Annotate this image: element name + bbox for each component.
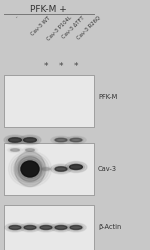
Ellipse shape bbox=[38, 224, 54, 231]
Text: *: * bbox=[59, 62, 63, 72]
Ellipse shape bbox=[55, 167, 67, 171]
Ellipse shape bbox=[20, 223, 40, 232]
Ellipse shape bbox=[15, 152, 45, 186]
Bar bbox=[4, 205, 94, 250]
Ellipse shape bbox=[40, 226, 52, 230]
Ellipse shape bbox=[70, 138, 82, 142]
Text: *: * bbox=[44, 62, 48, 72]
Ellipse shape bbox=[69, 164, 82, 170]
Bar bbox=[4, 75, 94, 127]
Ellipse shape bbox=[55, 167, 67, 171]
Ellipse shape bbox=[21, 161, 39, 177]
Ellipse shape bbox=[18, 156, 42, 182]
Ellipse shape bbox=[21, 136, 39, 143]
Ellipse shape bbox=[9, 226, 21, 230]
Text: -: - bbox=[15, 15, 20, 20]
Ellipse shape bbox=[9, 138, 21, 142]
Bar bbox=[4, 143, 94, 195]
Ellipse shape bbox=[21, 161, 39, 177]
Text: PFK-M +: PFK-M + bbox=[30, 5, 66, 14]
Ellipse shape bbox=[66, 223, 86, 232]
Ellipse shape bbox=[5, 223, 25, 232]
Ellipse shape bbox=[66, 136, 86, 144]
Ellipse shape bbox=[24, 138, 36, 142]
Ellipse shape bbox=[53, 224, 69, 231]
Ellipse shape bbox=[70, 226, 82, 230]
Ellipse shape bbox=[24, 138, 36, 142]
Ellipse shape bbox=[36, 223, 56, 232]
Ellipse shape bbox=[55, 138, 67, 142]
Ellipse shape bbox=[55, 226, 67, 230]
Ellipse shape bbox=[9, 138, 21, 142]
Ellipse shape bbox=[26, 149, 34, 151]
Text: *: * bbox=[74, 62, 78, 72]
Ellipse shape bbox=[65, 162, 87, 172]
Text: Cav-3: Cav-3 bbox=[98, 166, 117, 172]
Ellipse shape bbox=[69, 164, 82, 170]
Text: Cav-3 ΔTFT: Cav-3 ΔTFT bbox=[61, 15, 86, 40]
Ellipse shape bbox=[51, 164, 71, 174]
Ellipse shape bbox=[18, 159, 42, 179]
Ellipse shape bbox=[67, 163, 85, 171]
Ellipse shape bbox=[55, 226, 67, 230]
Ellipse shape bbox=[42, 168, 51, 170]
Ellipse shape bbox=[14, 155, 46, 183]
Ellipse shape bbox=[40, 226, 52, 230]
Ellipse shape bbox=[4, 135, 26, 145]
Ellipse shape bbox=[51, 223, 71, 232]
Ellipse shape bbox=[68, 137, 84, 143]
Ellipse shape bbox=[16, 157, 44, 181]
Ellipse shape bbox=[22, 224, 38, 231]
Ellipse shape bbox=[68, 224, 84, 231]
Ellipse shape bbox=[53, 166, 69, 172]
Ellipse shape bbox=[70, 138, 82, 142]
Text: Cav-3 P104L: Cav-3 P104L bbox=[46, 15, 73, 42]
Text: Cav-3 R26Q: Cav-3 R26Q bbox=[76, 15, 101, 40]
Ellipse shape bbox=[55, 138, 67, 142]
Ellipse shape bbox=[51, 136, 71, 144]
Text: Cav-3 WT: Cav-3 WT bbox=[30, 15, 51, 36]
Ellipse shape bbox=[70, 226, 82, 230]
Ellipse shape bbox=[11, 149, 20, 151]
Ellipse shape bbox=[24, 226, 36, 230]
Ellipse shape bbox=[24, 226, 36, 230]
Text: β-Actin: β-Actin bbox=[98, 224, 121, 230]
Ellipse shape bbox=[21, 161, 39, 177]
Ellipse shape bbox=[19, 135, 41, 145]
Text: PFK-M: PFK-M bbox=[98, 94, 117, 100]
Ellipse shape bbox=[53, 137, 69, 143]
Ellipse shape bbox=[6, 136, 24, 143]
Ellipse shape bbox=[7, 224, 23, 231]
Ellipse shape bbox=[9, 226, 21, 230]
